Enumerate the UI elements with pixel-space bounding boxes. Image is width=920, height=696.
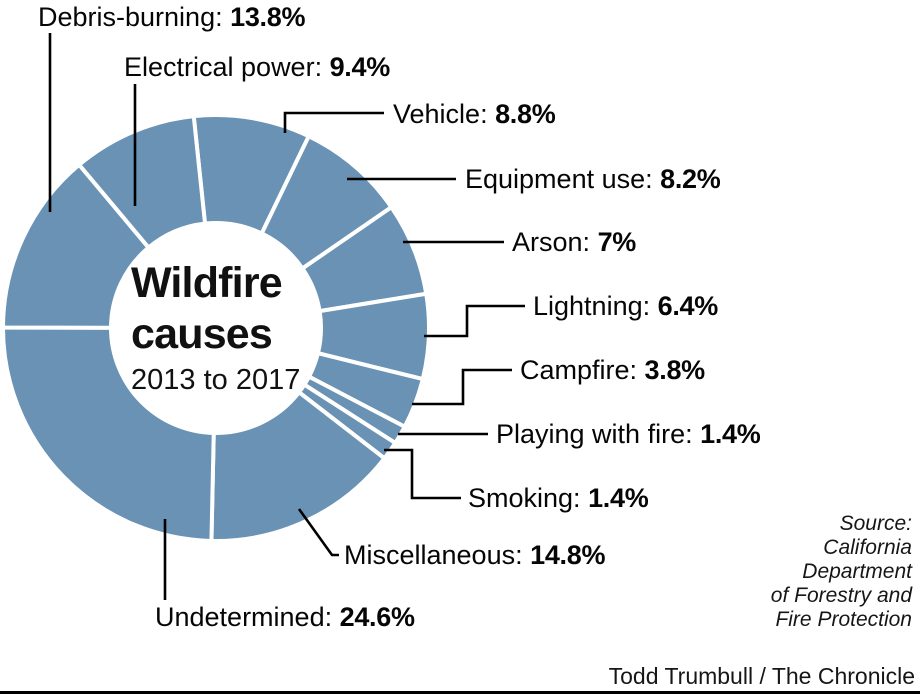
leader-miscellaneous: [297, 508, 339, 557]
label-smoking: Smoking: 1.4%: [468, 483, 649, 513]
source-line: Source:: [839, 512, 912, 535]
slice-miscellaneous: [209, 389, 388, 543]
leader-campfire: [412, 368, 512, 406]
label-campfire: Campfire: 3.8%: [520, 355, 705, 385]
label-vehicle: Vehicle: 8.8%: [393, 99, 556, 129]
label-undetermined: Undetermined: 24.6%: [155, 602, 415, 632]
chart-title-block: Wildfire causes 2013 to 2017: [131, 258, 300, 397]
chart-title-line1: Wildfire: [131, 259, 283, 307]
slice-electrical-power: [76, 113, 208, 251]
label-equipment-use: Equipment use: 8.2%: [465, 164, 721, 194]
leader-smoking: [384, 448, 461, 500]
label-debris-burning: Debris-burning: 13.8%: [38, 2, 306, 32]
chart-subtitle: 2013 to 2017: [131, 364, 301, 396]
leader-vehicle: [283, 111, 384, 133]
source-line: Department: [802, 560, 912, 583]
donut-slices: [0, 113, 431, 543]
label-arson: Arson: 7%: [512, 227, 636, 257]
leader-lines: [48, 33, 525, 600]
slice-undetermined: [0, 325, 216, 543]
source-attribution: Source: California Department of Forestr…: [692, 512, 912, 632]
leader-lightning: [424, 304, 525, 338]
label-electrical-power: Electrical power: 9.4%: [124, 52, 390, 82]
source-line: Fire Protection: [775, 608, 912, 631]
source-line: of Forestry and: [770, 584, 912, 607]
chart-title-line2: causes: [131, 310, 273, 358]
label-playing-with-fire: Playing with fire: 1.4%: [496, 419, 761, 449]
label-miscellaneous: Miscellaneous: 14.8%: [344, 540, 606, 570]
author-credit: Todd Trumbull / The Chronicle: [608, 663, 915, 689]
label-lightning: Lightning: 6.4%: [533, 291, 718, 321]
source-line: California: [823, 536, 912, 559]
